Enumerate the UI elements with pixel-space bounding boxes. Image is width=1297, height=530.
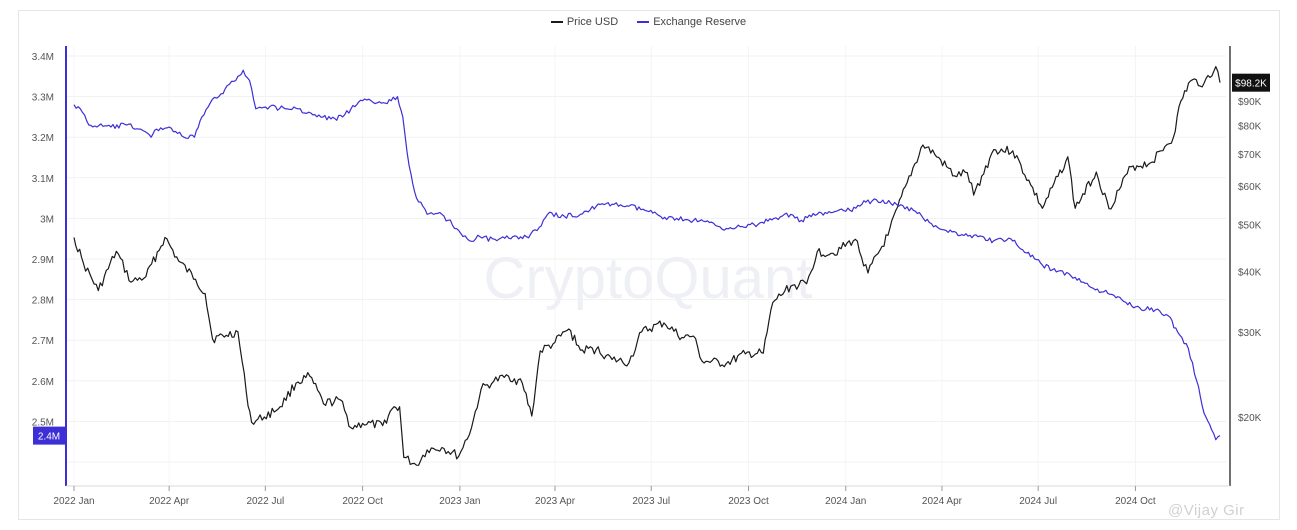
x-tick-label: 2022 Oct [342, 496, 383, 507]
right-axis: $90K $80K $70K $60K $50K $40K $30K $20K [1229, 46, 1262, 486]
left-tick-label: 2.8M [32, 296, 54, 307]
legend-swatch-reserve [637, 21, 650, 23]
chart-frame [18, 10, 1280, 520]
right-tick-label: $90K [1238, 97, 1262, 108]
series-line-price [73, 66, 1221, 466]
x-tick-label: 2024 Jan [825, 496, 866, 507]
legend-item-reserve[interactable]: Exchange Reserve [637, 16, 746, 28]
x-tick-label: 2022 Apr [149, 496, 190, 507]
x-tick-label: 2023 Jan [439, 496, 480, 507]
left-tick-label: 2.9M [32, 255, 54, 266]
x-tick-label: 2023 Apr [535, 496, 576, 507]
right-tick-label: $40K [1238, 267, 1262, 278]
reserve-value-label: 2.4M [38, 432, 60, 443]
grid-lines [66, 46, 1226, 486]
series-line-reserve [73, 69, 1221, 441]
x-tick-label: 2022 Jan [53, 496, 94, 507]
chart-legend: Price USD Exchange Reserve [0, 14, 1297, 28]
right-tick-label: $80K [1238, 122, 1262, 133]
watermark-text: CryptoQuant [484, 246, 813, 311]
legend-item-price[interactable]: Price USD [550, 16, 619, 28]
x-tick-label: 2023 Oct [728, 496, 769, 507]
x-axis: 2022 Jan 2022 Apr 2022 Jul 2022 Oct 2023 Jan… [53, 485, 1230, 507]
price-value-label: $98.2K [1235, 79, 1267, 90]
left-tick-label: 2.5M [32, 417, 54, 428]
x-tick-label: 2022 Jul [246, 496, 284, 507]
price-value-badge [1232, 73, 1270, 92]
x-tick-label: 2024 Apr [922, 496, 963, 507]
left-tick-label: 3.4M [32, 52, 54, 63]
right-tick-label: $50K [1238, 220, 1262, 231]
legend-label-price: Price USD [566, 16, 619, 28]
x-tick-label: 2024 Jul [1019, 496, 1057, 507]
right-tick-label: $70K [1238, 150, 1262, 161]
value-badges: 2.4M $98.2K [33, 73, 1270, 445]
legend-label-reserve: Exchange Reserve [653, 16, 747, 28]
x-tick-label: 2024 Oct [1115, 496, 1156, 507]
reserve-value-badge [33, 426, 65, 445]
left-tick-label: 2.6M [32, 377, 54, 388]
x-tick-label: 2023 Jul [632, 496, 670, 507]
right-tick-label: $20K [1238, 413, 1262, 424]
legend-swatch-price [550, 21, 563, 23]
credit-text: @Vijay Gir [1168, 502, 1245, 519]
left-tick-label: 3.3M [32, 93, 54, 104]
left-axis: 3.4M 3.3M 3.2M 3.1M 3M 2.9M 2.8M 2.7M 2.6M 2.5M [32, 46, 67, 486]
right-tick-label: $30K [1238, 328, 1262, 339]
right-tick-label: $60K [1238, 182, 1262, 193]
left-tick-label: 3M [40, 214, 54, 225]
left-tick-label: 3.1M [32, 174, 54, 185]
series-group [73, 66, 1221, 466]
left-tick-label: 3.2M [32, 133, 54, 144]
left-tick-label: 2.7M [32, 336, 54, 347]
